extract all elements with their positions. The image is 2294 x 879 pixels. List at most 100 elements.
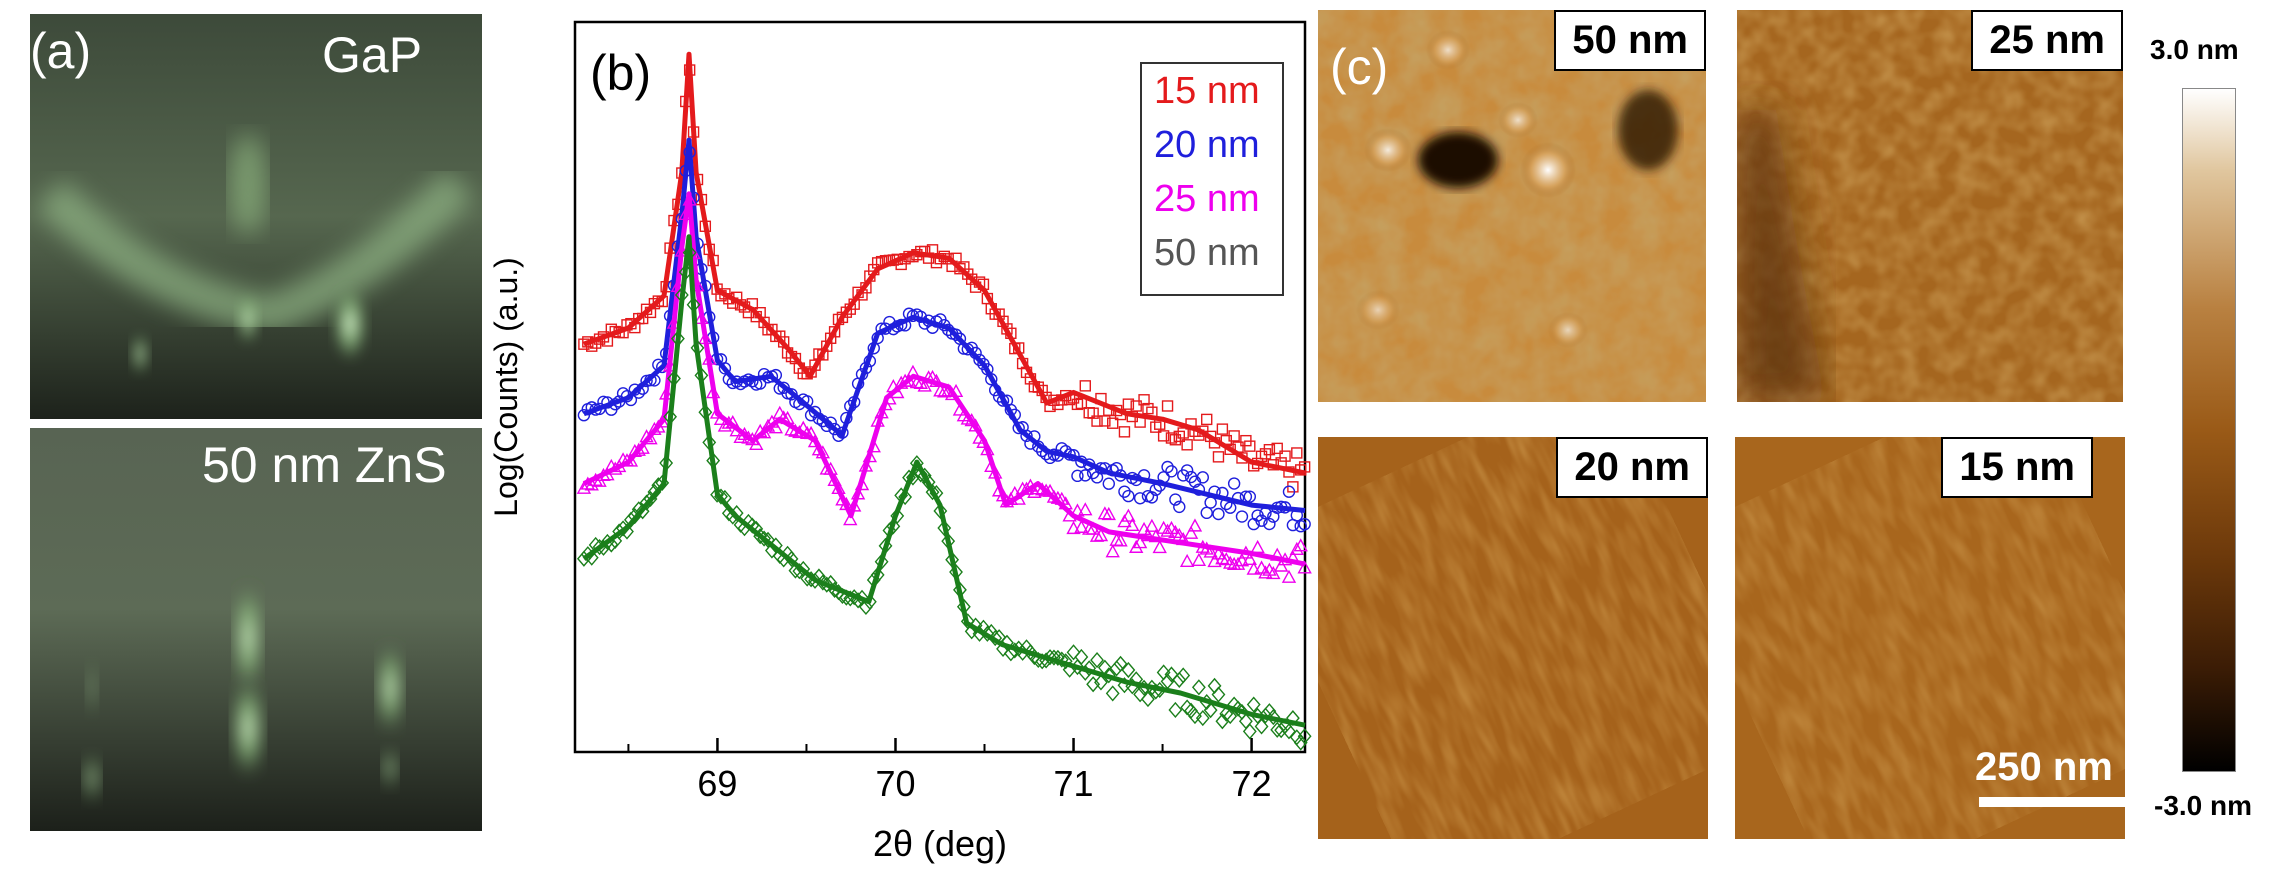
data-point-50nm	[890, 507, 905, 524]
data-point-50nm	[1246, 696, 1261, 713]
data-point-50nm	[898, 488, 913, 506]
data-point-15nm	[1150, 421, 1162, 433]
plot-frame	[573, 20, 1307, 754]
data-point-15nm	[1201, 413, 1213, 426]
data-point-50nm	[1195, 710, 1210, 727]
data-point-50nm	[1054, 651, 1069, 668]
data-point-15nm	[1255, 450, 1268, 463]
data-point-15nm	[1181, 439, 1193, 451]
data-point-50nm	[1180, 699, 1195, 716]
data-point-50nm	[1047, 649, 1061, 666]
data-point-50nm	[1172, 671, 1187, 688]
data-point-50nm	[1231, 700, 1245, 717]
data-point-25nm	[1121, 508, 1136, 522]
data-point-50nm	[1219, 705, 1234, 722]
rheed-zns-image: 50 nm ZnS	[30, 428, 482, 831]
data-point-20nm	[1173, 500, 1186, 514]
data-point-50nm	[1191, 679, 1206, 696]
rheed-gap-image: (a) GaP	[30, 14, 482, 419]
data-point-50nm	[1176, 667, 1191, 684]
data-point-50nm	[1121, 661, 1136, 679]
afm-label-50nm: 50 nm	[1554, 10, 1706, 71]
data-point-50nm	[1074, 648, 1089, 666]
data-point-15nm	[1130, 400, 1142, 412]
scale-bar	[1979, 797, 2125, 807]
data-point-15nm	[1259, 448, 1272, 460]
data-point-20nm	[1079, 469, 1092, 482]
data-point-25nm	[1273, 558, 1289, 572]
data-point-25nm	[1187, 518, 1203, 532]
data-point-20nm	[1165, 465, 1178, 478]
data-point-25nm	[1101, 506, 1116, 521]
data-point-15nm	[1228, 430, 1240, 442]
data-point-25nm	[1234, 553, 1250, 567]
x-tick-label: 69	[697, 763, 737, 804]
data-point-15nm	[1071, 398, 1084, 411]
data-point-50nm	[710, 486, 725, 503]
data-point-25nm	[1129, 539, 1144, 553]
data-point-50nm	[968, 617, 983, 634]
colorbar	[2182, 88, 2236, 772]
data-point-25nm	[1223, 555, 1238, 569]
fit-line-15nm	[583, 51, 1306, 476]
data-point-15nm	[1091, 415, 1103, 427]
data-point-25nm	[1093, 528, 1109, 542]
data-point-20nm	[973, 353, 986, 367]
x-axis-title: 2θ (deg)	[873, 823, 1007, 864]
data-point-25nm	[1266, 565, 1281, 580]
data-point-20nm	[949, 328, 963, 341]
data-point-50nm	[1207, 677, 1222, 694]
data-point-20nm	[828, 422, 841, 436]
data-point-15nm	[1157, 430, 1170, 442]
data-point-25nm	[1125, 517, 1140, 532]
data-point-25nm	[1078, 502, 1093, 516]
data-point-20nm	[1263, 517, 1276, 531]
data-point-15nm	[1263, 443, 1276, 456]
x-tick-label: 71	[1054, 763, 1094, 804]
data-point-25nm	[749, 436, 764, 451]
data-point-25nm	[1105, 544, 1120, 558]
data-point-50nm	[1282, 723, 1296, 740]
data-point-50nm	[1168, 701, 1183, 719]
data-point-25nm	[1242, 551, 1257, 566]
data-point-50nm	[1090, 651, 1104, 669]
data-point-15nm	[1169, 434, 1182, 446]
data-point-15nm	[1244, 440, 1256, 452]
data-point-50nm	[1082, 660, 1097, 677]
data-point-15nm	[1161, 400, 1174, 412]
data-point-25nm	[1132, 535, 1148, 549]
data-point-20nm	[1282, 485, 1296, 498]
data-point-15nm	[1212, 451, 1225, 463]
data-point-25nm	[1203, 544, 1218, 558]
data-point-50nm	[1050, 649, 1065, 666]
data-point-25nm	[709, 405, 725, 419]
data-point-25nm	[1250, 539, 1265, 554]
data-point-25nm	[843, 512, 858, 526]
data-point-25nm	[1289, 541, 1304, 556]
data-point-20nm	[1145, 491, 1159, 504]
panel-a-tag: (a)	[30, 23, 92, 79]
data-point-15nm	[1075, 397, 1088, 410]
data-point-20nm	[1118, 485, 1131, 498]
data-point-50nm	[1109, 660, 1124, 677]
data-point-20nm	[1200, 506, 1213, 520]
x-tick-label: 72	[1232, 763, 1272, 804]
data-point-25nm	[1246, 561, 1261, 575]
data-point-50nm	[1223, 708, 1238, 725]
data-point-50nm	[1242, 723, 1257, 740]
data-point-25nm	[1097, 506, 1113, 520]
data-point-15nm	[1165, 432, 1178, 444]
data-point-25nm	[1144, 518, 1160, 532]
data-point-15nm	[1291, 447, 1303, 459]
data-point-15nm	[648, 297, 661, 310]
data-point-15nm	[1118, 426, 1131, 438]
data-point-20nm	[577, 409, 591, 422]
data-point-20nm	[1161, 460, 1174, 474]
data-point-20nm	[1122, 489, 1135, 503]
data-point-50nm	[1094, 674, 1108, 691]
data-point-50nm	[1297, 728, 1312, 745]
legend-50nm: 50 nm	[1154, 232, 1260, 274]
data-point-20nm	[1204, 496, 1217, 509]
colorbar-max-label: 3.0 nm	[2150, 34, 2239, 65]
data-point-15nm	[1079, 380, 1091, 392]
